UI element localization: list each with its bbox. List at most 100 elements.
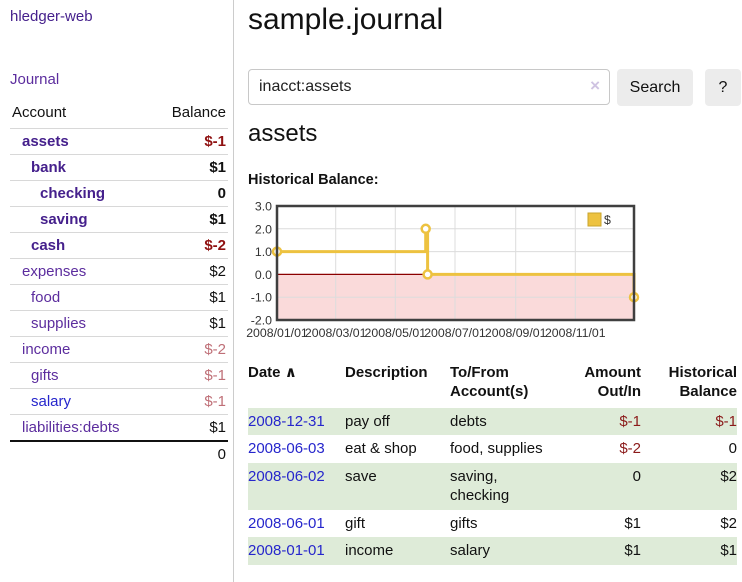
account-row: supplies $1 bbox=[10, 310, 228, 337]
transaction-balance: $-1 bbox=[641, 407, 737, 435]
account-link-cash[interactable]: cash bbox=[31, 237, 66, 254]
transaction-description: gift bbox=[345, 514, 366, 532]
amount-column-header: Amount Out/In bbox=[584, 364, 641, 400]
y-tick-label: 3.0 bbox=[255, 200, 272, 214]
sort-asc-icon: ∧ bbox=[284, 364, 297, 381]
transaction-accounts: food, supplies bbox=[450, 440, 543, 457]
transaction-accounts: gifts bbox=[450, 514, 478, 532]
account-row: saving $1 bbox=[10, 206, 228, 233]
x-tick-label: 2008/07/01 bbox=[424, 326, 486, 340]
accounts-total-balance: 0 bbox=[217, 446, 226, 463]
transaction-row[interactable]: 2008-06-01 gift gifts $1 $2 bbox=[248, 510, 737, 538]
account-link-checking[interactable]: checking bbox=[40, 185, 106, 202]
transaction-row[interactable]: 2008-01-01 income salary $1 $1 bbox=[248, 537, 737, 565]
transaction-row[interactable]: 2008-06-02 save saving, checking 0 $2 bbox=[248, 462, 737, 510]
transaction-description: income bbox=[345, 537, 450, 565]
account-row: salary $-1 bbox=[10, 388, 228, 415]
x-tick-label: 2008/05/01 bbox=[365, 326, 427, 340]
transaction-balance: 0 bbox=[728, 440, 737, 457]
y-tick-label: -1.0 bbox=[251, 291, 272, 305]
account-balance: $-1 bbox=[204, 133, 226, 150]
x-tick-label: 2008/11/01 bbox=[545, 326, 606, 340]
account-row: gifts $-1 bbox=[10, 362, 228, 389]
x-tick-label: 2008/03/01 bbox=[305, 326, 367, 340]
y-tick-label: 1.0 bbox=[255, 245, 272, 259]
accounts-header-row: Account Balance bbox=[10, 100, 228, 129]
transaction-row[interactable]: 2008-12-31 pay off debts $-1 $-1 bbox=[248, 407, 737, 435]
transaction-date-link[interactable]: 2008-01-01 bbox=[248, 542, 325, 559]
search-input[interactable] bbox=[248, 69, 610, 105]
account-balance: $1 bbox=[209, 159, 226, 176]
transaction-amount: $-2 bbox=[619, 440, 641, 457]
page-title: sample.journal bbox=[248, 3, 444, 36]
account-balance: $-2 bbox=[204, 237, 226, 254]
transaction-accounts: saving, checking bbox=[450, 462, 566, 510]
description-column-header: Description bbox=[345, 364, 428, 381]
historical-balance-chart: $ 3.0 2.0 1.0 0.0 -1.0 -2.0 2008/01/01 2… bbox=[246, 200, 642, 344]
account-balance: $-1 bbox=[204, 393, 226, 410]
account-link-food[interactable]: food bbox=[31, 289, 61, 306]
clear-search-icon[interactable]: × bbox=[590, 76, 600, 95]
transaction-description: pay off bbox=[345, 407, 450, 435]
account-row: cash $-2 bbox=[10, 232, 228, 259]
transaction-row[interactable]: 2008-06-03 eat & shop food, supplies $-2… bbox=[248, 435, 737, 463]
account-row: liabilities:debts $1 bbox=[10, 414, 228, 442]
y-tick-label: 2.0 bbox=[255, 222, 272, 236]
transaction-description: save bbox=[345, 462, 450, 510]
transaction-amount: 0 bbox=[566, 462, 641, 510]
transaction-description: eat & shop bbox=[345, 440, 417, 457]
account-link-liabilities-debts[interactable]: liabilities:debts bbox=[22, 419, 120, 436]
transaction-date-link[interactable]: 2008-06-02 bbox=[248, 467, 325, 485]
account-link-supplies[interactable]: supplies bbox=[31, 315, 87, 332]
account-link-income[interactable]: income bbox=[22, 341, 71, 358]
accounts-table: Account Balance assets $-1 bank $1 check… bbox=[10, 100, 228, 467]
transaction-balance: $2 bbox=[720, 514, 737, 532]
balance-column-header-register: Historical Balance bbox=[668, 364, 737, 400]
account-balance: $-2 bbox=[204, 341, 226, 358]
transaction-date-link[interactable]: 2008-06-01 bbox=[248, 514, 325, 532]
transaction-accounts: salary bbox=[450, 537, 566, 565]
account-row: expenses $2 bbox=[10, 258, 228, 285]
sidebar-divider bbox=[233, 0, 234, 582]
transaction-date-link[interactable]: 2008-06-03 bbox=[248, 440, 325, 457]
plot-border bbox=[275, 204, 636, 322]
transaction-balance: $2 bbox=[641, 462, 737, 510]
account-balance: $1 bbox=[209, 419, 226, 436]
help-button[interactable]: ? bbox=[705, 69, 741, 106]
register-header-row: Date ∧ Description To/From Account(s) Am… bbox=[248, 362, 737, 408]
account-balance: $2 bbox=[209, 263, 226, 280]
y-axis-labels: 3.0 2.0 1.0 0.0 -1.0 -2.0 bbox=[251, 200, 272, 328]
search-box: × bbox=[248, 69, 610, 105]
sidebar-item-journal[interactable]: Journal bbox=[10, 71, 60, 88]
transaction-date-link[interactable]: 2008-12-31 bbox=[248, 412, 325, 430]
account-row: assets $-1 bbox=[10, 128, 228, 155]
account-row: income $-2 bbox=[10, 336, 228, 363]
search-button[interactable]: Search bbox=[617, 69, 693, 106]
account-row: bank $1 bbox=[10, 154, 228, 181]
transaction-accounts: debts bbox=[450, 407, 566, 435]
account-link-saving[interactable]: saving bbox=[40, 211, 88, 228]
legend-label: $ bbox=[604, 213, 611, 227]
account-link-bank[interactable]: bank bbox=[31, 159, 67, 176]
account-link-assets[interactable]: assets bbox=[22, 133, 69, 150]
transaction-amount: $1 bbox=[624, 514, 641, 532]
accounts-total-row: 0 bbox=[10, 441, 228, 467]
account-link-salary[interactable]: salary bbox=[31, 393, 72, 410]
chart-title: Historical Balance: bbox=[248, 172, 379, 188]
x-axis-labels: 2008/01/01 2008/03/01 2008/05/01 2008/07… bbox=[246, 326, 606, 340]
account-balance: $1 bbox=[209, 289, 226, 306]
app-title-link[interactable]: hledger-web bbox=[10, 8, 93, 25]
y-tick-label: 0.0 bbox=[255, 268, 272, 282]
account-column-header: Account bbox=[12, 104, 67, 121]
account-link-expenses[interactable]: expenses bbox=[22, 263, 87, 280]
transaction-amount: $1 bbox=[566, 537, 641, 565]
account-balance: $-1 bbox=[204, 367, 226, 384]
account-balance: 0 bbox=[217, 185, 226, 202]
account-balance: $1 bbox=[209, 211, 226, 228]
transaction-balance: $1 bbox=[641, 537, 737, 565]
x-tick-label: 2008/09/01 bbox=[485, 326, 547, 340]
x-tick-label: 2008/01/01 bbox=[246, 326, 308, 340]
chart-legend: $ bbox=[587, 212, 611, 227]
date-column-header[interactable]: Date ∧ bbox=[248, 364, 297, 381]
account-link-gifts[interactable]: gifts bbox=[31, 367, 59, 384]
